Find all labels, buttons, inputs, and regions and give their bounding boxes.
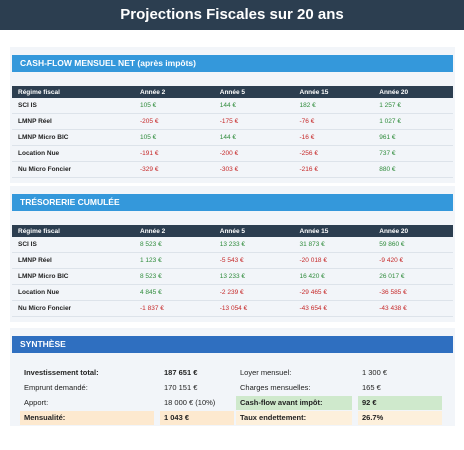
cell-value: 1 123 € xyxy=(134,252,214,269)
cell-value: 8 523 € xyxy=(134,237,214,253)
header-row: Régime fiscal Année 2 Année 5 Année 15 Année… xyxy=(12,86,453,98)
data-table: Régime fiscal Année 2 Année 5 Année 15 Année… xyxy=(12,225,453,317)
column-header: Année 2 xyxy=(134,86,214,98)
cell-value: 961 € xyxy=(373,129,453,146)
row-label: Nu Micro Foncier xyxy=(12,161,134,178)
cell-value: -216 € xyxy=(293,161,374,178)
table-row: SCI IS 105 €144 €182 €1 257 € xyxy=(12,98,453,114)
cell-value: 737 € xyxy=(373,145,453,162)
row-label: SCI IS xyxy=(12,237,134,253)
table-row: LMNP Micro BIC 105 €144 € -16 €961 € xyxy=(12,129,453,146)
cell-value: 16 420 € xyxy=(293,268,374,285)
cell-value: -200 € xyxy=(213,145,294,162)
cell-value: 144 € xyxy=(213,129,294,146)
cell-value: 31 873 € xyxy=(293,237,374,253)
summary-label: Taux endettement: xyxy=(236,411,352,425)
table-row: LMNP Réel 1 123 € -5 543 € -20 018 € -9 420 … xyxy=(12,252,453,269)
cell-value: -76 € xyxy=(293,113,374,130)
summary-value: 1 300 € xyxy=(362,368,388,377)
cell-value: 4 845 € xyxy=(134,284,214,301)
section-title: TRÉSORERIE CUMULÉE xyxy=(12,194,453,211)
summary-value: 18 000 € (10%) xyxy=(164,398,216,407)
cell-value: -329 € xyxy=(134,161,214,178)
row-label: LMNP Réel xyxy=(12,252,134,269)
summary-value: 92 € xyxy=(358,396,442,410)
summary-value: 170 151 € xyxy=(164,383,198,392)
row-label: Location Nue xyxy=(12,145,134,162)
header-row: Régime fiscal Année 2 Année 5 Année 15 Année… xyxy=(12,225,453,237)
cell-value: -205 € xyxy=(134,113,214,130)
summary-label: Charges mensuelles: xyxy=(240,383,311,392)
table-row: Location Nue -191 € -200 € -256 €737 € xyxy=(12,145,453,162)
cell-value: -5 543 € xyxy=(213,252,294,269)
summary-label: Emprunt demandé: xyxy=(24,383,88,392)
section-panel: SYNTHÈSE Investissement total: 187 651 € Lo… xyxy=(10,328,455,426)
table-row: SCI IS 8 523 €13 233 €31 873 €59 860 € xyxy=(12,237,453,253)
cell-value: 13 233 € xyxy=(213,268,294,285)
column-header: Année 15 xyxy=(293,86,374,98)
summary-label: Investissement total: xyxy=(24,368,99,377)
row-label: Nu Micro Foncier xyxy=(12,300,134,317)
row-label: LMNP Micro BIC xyxy=(12,129,134,146)
table-row: LMNP Réel -205 € -175 € -76 €1 027 € xyxy=(12,113,453,130)
cell-value: 105 € xyxy=(134,98,214,114)
cell-value: -13 054 € xyxy=(213,300,294,317)
cell-value: 59 860 € xyxy=(373,237,453,253)
column-header: Année 5 xyxy=(213,86,294,98)
cell-value: -36 585 € xyxy=(373,284,453,301)
column-header: Année 5 xyxy=(213,225,294,237)
summary-value: 165 € xyxy=(362,383,381,392)
data-table: Régime fiscal Année 2 Année 5 Année 15 Année… xyxy=(12,86,453,178)
table-row: Nu Micro Foncier -1 837 € -13 054 € -43 654… xyxy=(12,300,453,317)
section-title: SYNTHÈSE xyxy=(12,336,453,353)
cell-value: 1 027 € xyxy=(373,113,453,130)
summary-value: 187 651 € xyxy=(164,368,198,377)
cell-value: 144 € xyxy=(213,98,294,114)
column-header: Année 2 xyxy=(134,225,214,237)
cell-value: -191 € xyxy=(134,145,214,162)
table-row: Nu Micro Foncier -329 € -303 € -216 €880 € xyxy=(12,161,453,178)
row-label: LMNP Micro BIC xyxy=(12,268,134,285)
cell-value: 105 € xyxy=(134,129,214,146)
cell-value: -20 018 € xyxy=(293,252,374,269)
section-panel: TRÉSORERIE CUMULÉE Régime fiscal Année 2 An… xyxy=(10,186,455,322)
row-label: SCI IS xyxy=(12,98,134,114)
cell-value: 1 257 € xyxy=(373,98,453,114)
section-title: CASH-FLOW MENSUEL NET (après impôts) xyxy=(12,55,453,72)
cell-value: -43 654 € xyxy=(293,300,374,317)
summary-label: Apport: xyxy=(24,398,49,407)
cell-value: -175 € xyxy=(213,113,294,130)
cell-value: 13 233 € xyxy=(213,237,294,253)
cell-value: 26 017 € xyxy=(373,268,453,285)
column-header: Année 15 xyxy=(293,225,374,237)
summary-label: Mensualité: xyxy=(20,411,154,425)
cell-value: -29 465 € xyxy=(293,284,374,301)
table-row: Location Nue 4 845 € -2 239 € -29 465 € -36 … xyxy=(12,284,453,301)
summary-value: 26.7% xyxy=(358,411,442,425)
cell-value: -9 420 € xyxy=(373,252,453,269)
table-row: LMNP Micro BIC 8 523 €13 233 €16 420 €26 … xyxy=(12,268,453,285)
cell-value: 8 523 € xyxy=(134,268,214,285)
cell-value: -16 € xyxy=(293,129,374,146)
cell-value: -43 438 € xyxy=(373,300,453,317)
cell-value: 880 € xyxy=(373,161,453,178)
cell-value: -1 837 € xyxy=(134,300,214,317)
section-panel: CASH-FLOW MENSUEL NET (après impôts) Régi… xyxy=(10,47,455,183)
column-header: Régime fiscal xyxy=(12,225,134,237)
summary-label: Loyer mensuel: xyxy=(240,368,292,377)
row-label: LMNP Réel xyxy=(12,113,134,130)
column-header: Année 20 xyxy=(373,86,453,98)
cell-value: -2 239 € xyxy=(213,284,294,301)
column-header: Régime fiscal xyxy=(12,86,134,98)
summary-label: Cash-flow avant impôt: xyxy=(236,396,352,410)
page-title: Projections Fiscales sur 20 ans xyxy=(0,0,464,30)
cell-value: -256 € xyxy=(293,145,374,162)
summary-value: 1 043 € xyxy=(160,411,234,425)
column-header: Année 20 xyxy=(373,225,453,237)
cell-value: 182 € xyxy=(293,98,374,114)
row-label: Location Nue xyxy=(12,284,134,301)
cell-value: -303 € xyxy=(213,161,294,178)
